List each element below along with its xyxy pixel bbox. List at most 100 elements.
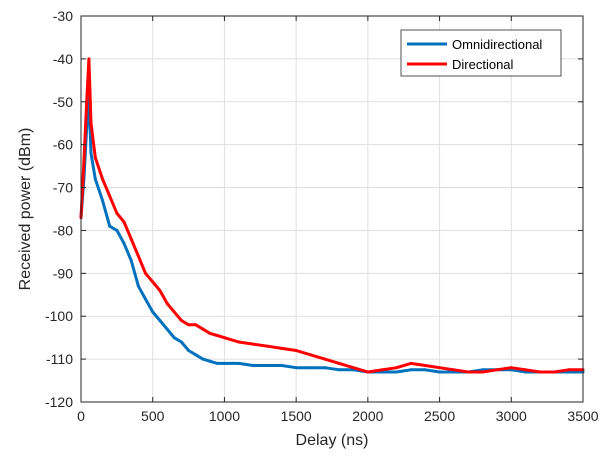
- data-point-omnidirectional: [215, 361, 219, 365]
- data-point-omnidirectional: [194, 353, 198, 357]
- legend-label-omnidirectional: Omnidirectional: [452, 37, 542, 52]
- data-point-directional: [309, 353, 312, 357]
- data-point-directional: [144, 271, 147, 275]
- data-point-omnidirectional: [222, 361, 226, 365]
- x-axis-label: Delay (ns): [296, 432, 369, 449]
- data-point-directional: [337, 361, 341, 365]
- y-tick-label: -100: [45, 308, 73, 324]
- data-point-directional: [294, 349, 298, 352]
- x-tick-label: 2500: [424, 408, 455, 424]
- data-point-omnidirectional: [251, 364, 255, 367]
- data-point-omnidirectional: [101, 198, 104, 202]
- y-tick-label: -30: [53, 8, 73, 24]
- data-point-directional: [552, 370, 556, 374]
- data-point-directional: [524, 368, 528, 372]
- y-tick-label: -70: [53, 180, 73, 196]
- data-point-directional: [423, 364, 427, 367]
- data-point-directional: [129, 237, 133, 241]
- data-point-omnidirectional: [158, 319, 162, 322]
- data-point-omnidirectional: [395, 370, 398, 374]
- data-point-directional: [395, 366, 398, 370]
- data-point-directional: [251, 342, 255, 346]
- data-point-directional: [93, 156, 97, 159]
- data-point-omnidirectional: [280, 364, 284, 367]
- data-point-omnidirectional: [337, 368, 341, 372]
- x-tick-label: 3000: [496, 408, 527, 424]
- data-point-directional: [208, 331, 212, 335]
- data-point-directional: [380, 368, 384, 372]
- data-point-directional: [165, 301, 169, 305]
- data-point-directional: [538, 370, 542, 374]
- data-point-omnidirectional: [309, 366, 312, 370]
- y-axis-ticks: -120 -110 -100 -90 -80 -70 -60 -50 -40 -30: [45, 8, 583, 410]
- data-point-directional: [452, 368, 456, 372]
- data-point-omnidirectional: [108, 224, 112, 228]
- data-point-directional: [323, 357, 327, 361]
- legend-label-directional: Directional: [452, 57, 514, 72]
- data-point-directional: [409, 361, 413, 365]
- y-tick-label: -80: [53, 222, 73, 238]
- data-point-omnidirectional: [294, 366, 298, 370]
- data-point-directional: [172, 310, 176, 314]
- series-layer: [79, 57, 585, 374]
- data-point-omnidirectional: [179, 340, 183, 344]
- data-point-directional: [89, 121, 93, 125]
- data-point-omnidirectional: [208, 359, 212, 363]
- data-point-directional: [222, 336, 226, 340]
- y-tick-label: -90: [53, 265, 73, 281]
- data-point-directional: [438, 366, 442, 370]
- data-point-directional: [158, 289, 162, 292]
- data-point-directional: [151, 280, 155, 284]
- data-point-omnidirectional: [266, 364, 269, 367]
- data-point-omnidirectional: [122, 241, 126, 245]
- data-point-omnidirectional: [144, 297, 147, 301]
- data-point-omnidirectional: [115, 228, 119, 232]
- data-point-omnidirectional: [136, 284, 140, 288]
- data-point-directional: [280, 346, 284, 350]
- x-tick-label: 500: [141, 408, 165, 424]
- data-point-omnidirectional: [172, 336, 176, 340]
- y-tick-label: -110: [46, 351, 73, 367]
- data-point-directional: [495, 368, 499, 372]
- data-point-omnidirectional: [151, 310, 155, 314]
- y-tick-label: -60: [53, 137, 73, 153]
- data-point-directional: [108, 194, 112, 198]
- data-point-directional: [122, 220, 126, 224]
- x-axis-ticks: 0 500 1000 1500 2000 2500 3000 3500: [77, 16, 599, 424]
- data-point-directional: [567, 368, 571, 372]
- data-point-omnidirectional: [423, 368, 427, 372]
- data-point-directional: [187, 323, 191, 327]
- data-point-directional: [352, 366, 355, 370]
- data-point-directional: [87, 57, 91, 61]
- legend: Omnidirectional Directional: [400, 29, 562, 77]
- data-point-omnidirectional: [187, 349, 191, 352]
- data-point-directional: [194, 323, 198, 327]
- data-point-directional: [85, 100, 89, 104]
- data-point-omnidirectional: [201, 357, 205, 361]
- data-point-directional: [101, 177, 104, 181]
- data-point-directional: [215, 334, 219, 337]
- data-point-omnidirectional: [89, 151, 93, 155]
- y-tick-label: -50: [53, 94, 73, 110]
- data-point-directional: [136, 254, 140, 258]
- data-point-omnidirectional: [93, 177, 97, 181]
- x-tick-label: 3500: [567, 408, 598, 424]
- data-point-directional: [266, 344, 269, 348]
- plot-area: [81, 16, 583, 402]
- data-point-omnidirectional: [165, 327, 169, 331]
- data-point-omnidirectional: [409, 368, 413, 372]
- data-point-directional: [481, 370, 485, 374]
- data-point-directional: [237, 340, 241, 344]
- data-point-directional: [366, 370, 370, 374]
- y-axis-label: Received power (dBm): [17, 128, 34, 291]
- data-point-directional: [466, 370, 470, 374]
- data-point-directional: [82, 160, 86, 164]
- legend-box: [400, 29, 562, 77]
- data-point-directional: [201, 327, 205, 331]
- x-tick-label: 1500: [281, 408, 312, 424]
- x-tick-label: 1000: [209, 408, 240, 424]
- data-point-directional: [509, 366, 513, 370]
- data-point-omnidirectional: [129, 259, 133, 262]
- data-point-omnidirectional: [237, 361, 241, 365]
